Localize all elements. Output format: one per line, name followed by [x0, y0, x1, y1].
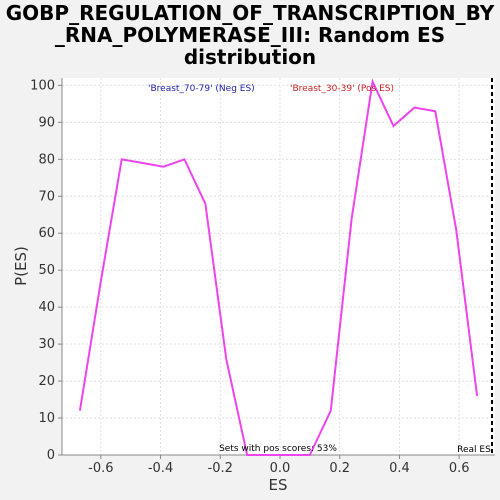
y-tick-label: 50	[38, 263, 55, 278]
series-line	[78, 78, 479, 456]
x-tick-label: -0.6	[88, 461, 113, 476]
x-tick-label: 0.6	[449, 461, 470, 476]
x-tick-label: -0.2	[208, 461, 233, 476]
x-axis-label: ES	[269, 476, 288, 494]
y-tick-label: 60	[38, 226, 55, 241]
y-tick-label: 70	[38, 189, 55, 204]
plot-area	[62, 78, 495, 455]
y-tick-label: 30	[38, 337, 55, 352]
y-tick-label: 90	[38, 115, 55, 130]
x-tick-label: 0.2	[329, 461, 350, 476]
y-axis-label: P(ES)	[12, 246, 30, 286]
y-tick-label: 0	[47, 448, 55, 463]
x-tick-label: 0.4	[389, 461, 410, 476]
grid-lines	[62, 78, 495, 456]
chart-title-line-1: GOBP_REGULATION_OF_TRANSCRIPTION_BY	[5, 1, 495, 25]
y-tick-label: 20	[38, 374, 55, 389]
x-tick-label: -0.4	[148, 461, 173, 476]
chart-title-line-3: distribution	[183, 45, 317, 69]
y-tick-label: 10	[38, 411, 55, 426]
pos-scores-annotation: Sets with pos scores: 53%	[219, 444, 337, 454]
y-tick-label: 100	[30, 78, 55, 93]
y-tick-label: 40	[38, 300, 55, 315]
legend-neg-es: 'Breast_70-79' (Neg ES)	[148, 84, 255, 94]
real-es-label: Real ES	[457, 445, 491, 455]
series-layer	[78, 78, 479, 456]
chart-title-line-2: _RNA_POLYMERASE_III: Random ES	[54, 23, 446, 47]
legend-pos-es: 'Breast_30-39' (Pos ES)	[290, 84, 394, 94]
y-axis-ticks: 0 10 20 30 40 50 60 70 80 90 100	[30, 78, 62, 463]
y-tick-label: 80	[38, 152, 55, 167]
x-axis-ticks: -0.6 -0.4 -0.2 0.0 0.2 0.4 0.6	[88, 455, 470, 476]
x-tick-label: 0.0	[270, 461, 291, 476]
